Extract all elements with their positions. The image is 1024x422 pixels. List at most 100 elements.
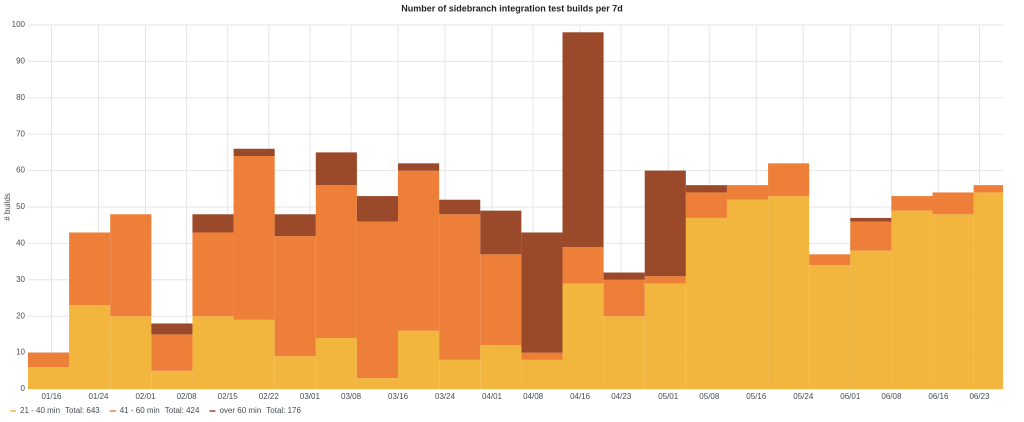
area-segment: [809, 265, 851, 389]
area-segment: [69, 232, 111, 306]
legend-label: 21 - 40 min: [20, 406, 60, 415]
areas: [28, 32, 1003, 389]
area-segment: [603, 272, 645, 280]
area-segment: [151, 370, 193, 389]
area-segment: [850, 221, 892, 251]
x-tick-label: 06/08: [881, 392, 902, 401]
legend-total: Total: 643: [65, 406, 100, 415]
area-segment: [809, 254, 851, 266]
x-tick-label: 04/01: [482, 392, 503, 401]
y-tick-label: 50: [16, 202, 25, 211]
area-segment: [973, 192, 1003, 389]
y-tick-label: 0: [21, 384, 26, 393]
area-segment: [151, 323, 193, 335]
x-tick-label: 03/16: [388, 392, 409, 401]
area-segment: [562, 283, 604, 389]
y-tick-label: 70: [16, 129, 25, 138]
x-tick-label: 03/01: [300, 392, 321, 401]
area-segment: [315, 338, 357, 389]
area-segment: [192, 214, 234, 233]
area-segment: [891, 210, 933, 389]
area-segment: [562, 247, 604, 284]
x-tick-label: 05/24: [793, 392, 814, 401]
y-tick-label: 90: [16, 57, 25, 66]
area-segment: [398, 330, 440, 389]
x-tick-label: 03/08: [341, 392, 362, 401]
area-segment: [192, 232, 234, 317]
x-tick-label: 04/08: [523, 392, 544, 401]
area-segment: [274, 214, 316, 237]
x-tick-label: 01/16: [41, 392, 62, 401]
area-segment: [356, 196, 399, 222]
area-segment: [233, 148, 275, 157]
y-tick-label: 10: [16, 348, 25, 357]
area-segment: [439, 214, 481, 360]
x-tick-label: 04/16: [570, 392, 591, 401]
area-segment: [480, 345, 522, 389]
area-segment: [562, 32, 604, 248]
area-segment: [726, 185, 769, 200]
x-tick-label: 01/24: [88, 392, 109, 401]
x-tick-label: 03/24: [435, 392, 456, 401]
area-segment: [233, 319, 275, 389]
legend-total: Total: 424: [165, 406, 200, 415]
x-tick-label: 02/08: [177, 392, 198, 401]
area-segment: [932, 214, 974, 389]
chart-title: Number of sidebranch integration test bu…: [401, 3, 623, 13]
area-segment: [274, 236, 316, 357]
y-tick-label: 60: [16, 166, 25, 175]
area-segment: [768, 196, 810, 389]
x-tick-label: 05/08: [699, 392, 720, 401]
area-segment: [521, 232, 563, 353]
x-tick-label: 05/01: [658, 392, 679, 401]
area-segment: [850, 217, 892, 222]
area-segment: [891, 196, 933, 211]
area-segment: [69, 305, 111, 389]
area-segment: [480, 254, 522, 346]
area-segment: [644, 283, 686, 389]
area-segment: [644, 276, 686, 284]
area-segment: [439, 199, 481, 215]
area-segment: [28, 367, 70, 389]
x-tick-label: 02/01: [135, 392, 156, 401]
area-segment: [233, 156, 275, 320]
legend-label: 41 - 60 min: [120, 406, 160, 415]
area-segment: [110, 214, 152, 317]
area-segment: [356, 221, 399, 379]
area-segment: [356, 378, 399, 389]
y-tick-label: 30: [16, 275, 25, 284]
area-segment: [439, 359, 481, 389]
y-tick-label: 80: [16, 93, 25, 102]
x-tick-label: 02/15: [218, 392, 239, 401]
legend-label: over 60 min: [219, 406, 261, 415]
area-segment: [726, 199, 769, 389]
area-segment: [480, 210, 522, 255]
area-segment: [521, 359, 563, 389]
area-segment: [315, 185, 357, 339]
area-segment: [28, 352, 70, 368]
area-segment: [603, 316, 645, 389]
area-segment: [110, 316, 152, 389]
area-segment: [644, 170, 686, 277]
area-segment: [274, 356, 316, 389]
x-tick-label: 06/16: [928, 392, 949, 401]
y-axis-label: # builds: [3, 193, 12, 221]
area-segment: [398, 170, 440, 331]
area-segment: [398, 163, 440, 171]
y-tick-label: 100: [12, 20, 26, 29]
y-tick-label: 20: [16, 311, 25, 320]
area-segment: [315, 152, 357, 186]
area-segment: [932, 192, 974, 215]
area-segment: [685, 185, 727, 193]
x-tick-label: 02/22: [259, 392, 280, 401]
area-segment: [603, 279, 645, 317]
area-segment: [973, 185, 1003, 193]
area-segment: [768, 163, 810, 197]
x-tick-label: 05/16: [746, 392, 767, 401]
x-tick-label: 06/01: [840, 392, 861, 401]
area-segment: [685, 217, 727, 389]
area-segment: [192, 316, 234, 389]
legend-total: Total: 176: [266, 406, 301, 415]
area-segment: [521, 352, 563, 360]
